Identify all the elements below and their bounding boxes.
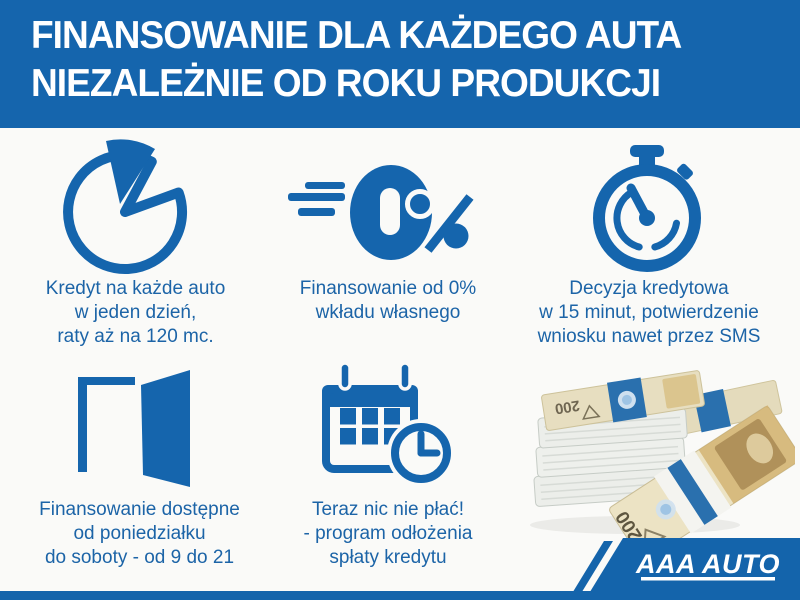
stopwatch-icon <box>593 145 701 272</box>
caption-financing-hours: Finansowanie dostępne od poniedziałku do… <box>39 499 240 568</box>
caption-zero-percent: Finansowanie od 0% wkładu własnego <box>299 278 477 323</box>
bottom-bar <box>0 591 800 600</box>
open-door-icon <box>78 370 190 487</box>
caption-pay-nothing-now: Teraz nic nie płać! - program odłożenia … <box>303 499 473 568</box>
zero-percent-icon <box>288 165 474 260</box>
logo-text: AAA AUTO <box>635 549 780 579</box>
banner-line-2: NIEZALEŻNIE OD ROKU PRODUKCJI <box>31 62 661 105</box>
banner-line-1: FINANSOWANIE DLA KAŻDEGO AUTA <box>31 14 682 57</box>
calendar-clock-icon <box>322 361 455 487</box>
banknote-value-label: 200 <box>554 396 581 417</box>
money-banknotes-image: 200 200 <box>530 370 795 538</box>
pie-chart-icon <box>63 139 188 274</box>
caption-credit-decision: Decyzja kredytowa w 15 minut, potwierdze… <box>537 278 761 347</box>
caption-credit-every-car: Kredyt na każde auto w jeden dzień, raty… <box>45 278 226 347</box>
logo-underline <box>641 577 775 581</box>
aaa-auto-logo: AAA AUTO <box>0 538 800 600</box>
banner: FINANSOWANIE DLA KAŻDEGO AUTA NIEZALEŻNI… <box>0 0 800 128</box>
